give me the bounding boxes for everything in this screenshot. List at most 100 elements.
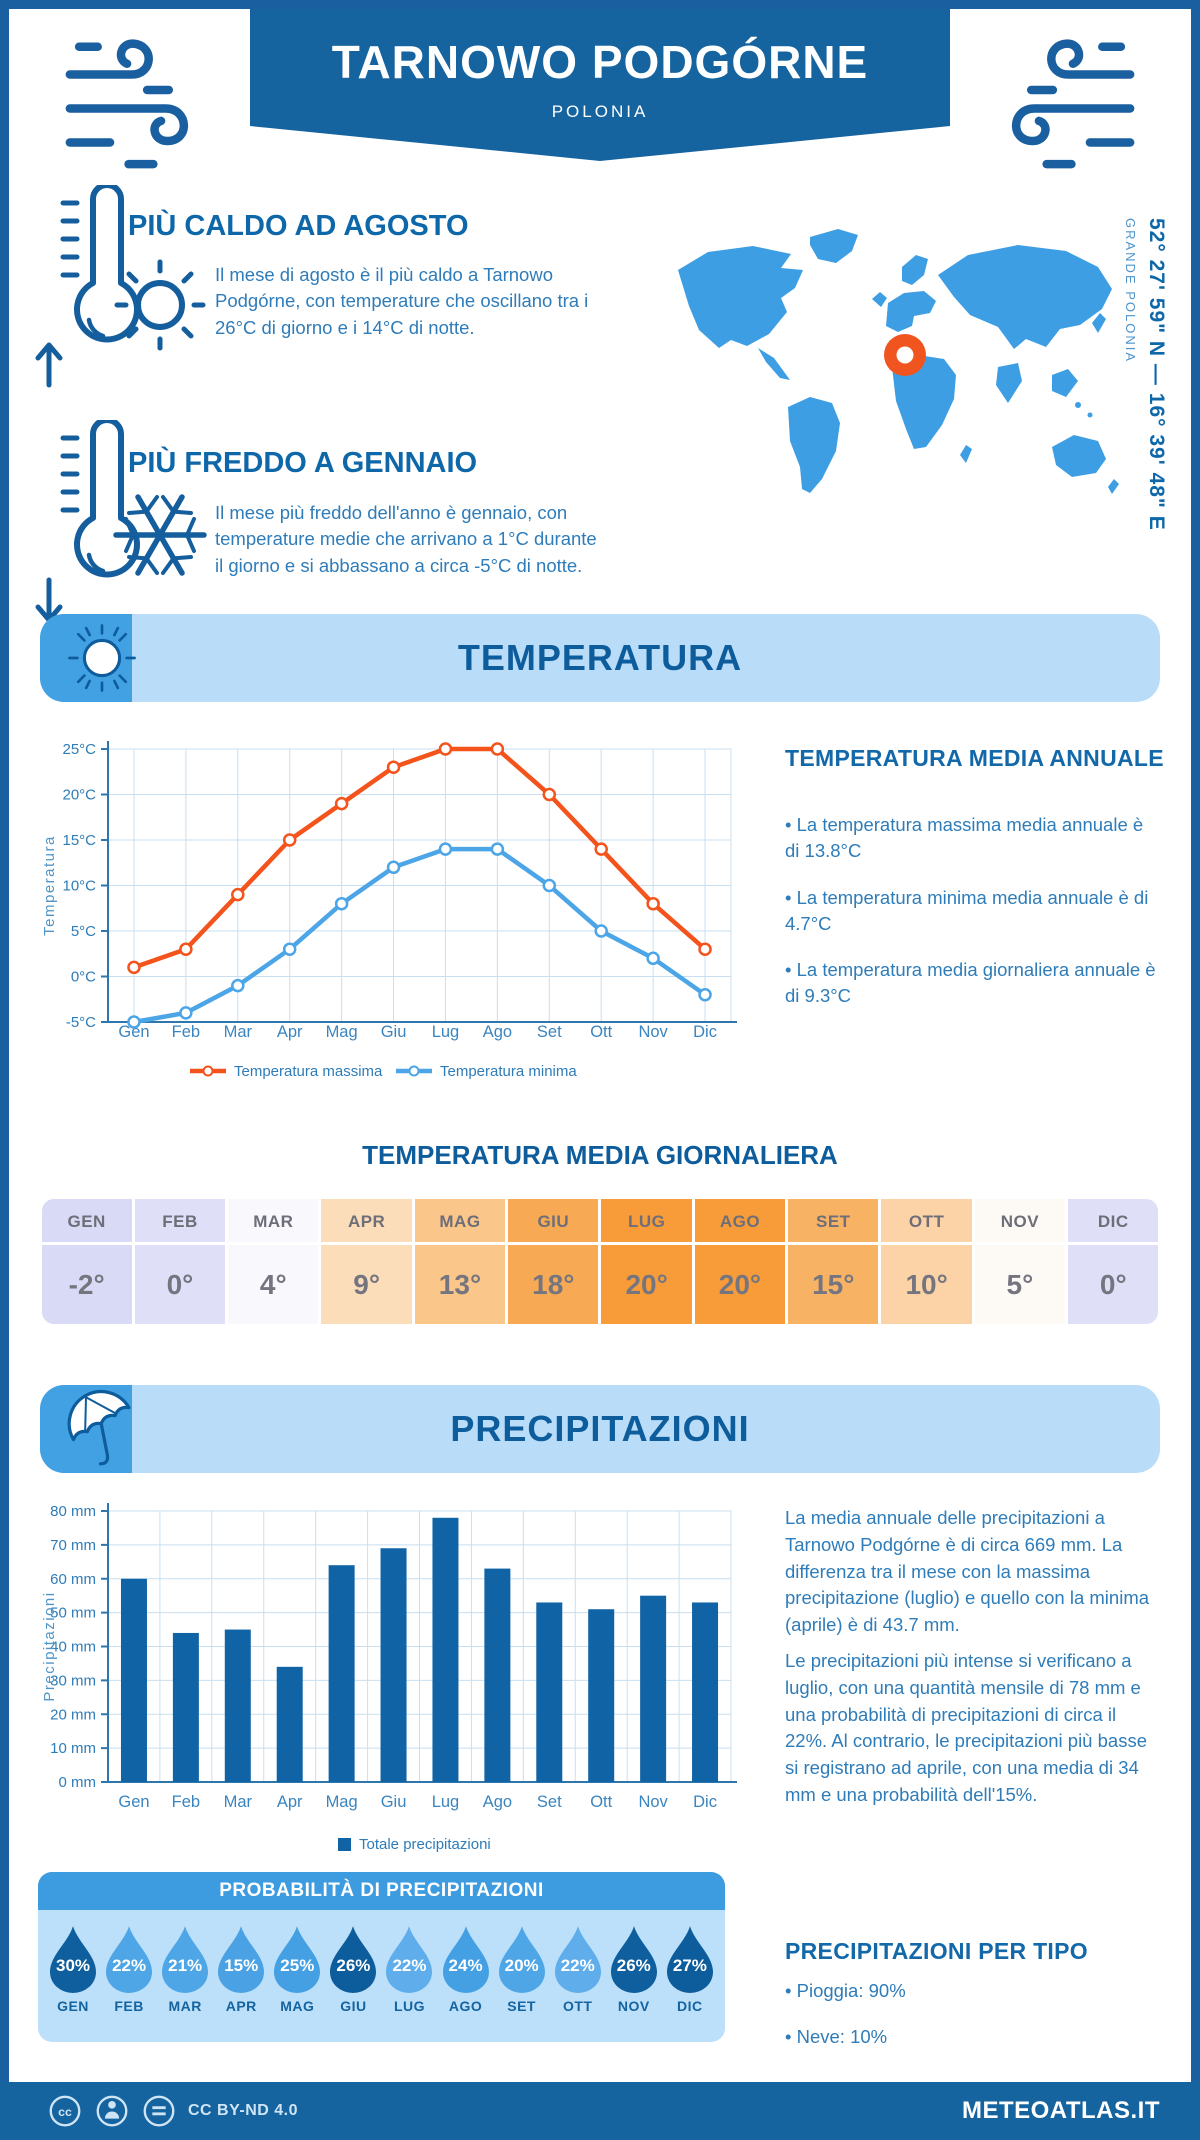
droplet-percent: 22%	[392, 1956, 427, 1975]
svg-text:Feb: Feb	[172, 1793, 200, 1811]
daily-temp-month-label: GEN	[41, 1199, 132, 1245]
svg-text:0°C: 0°C	[71, 969, 96, 986]
daily-temp-value: 13°	[438, 1269, 482, 1300]
coordinates-block: 52° 27' 59" N — 16° 39' 48" E GRANDE POL…	[1123, 218, 1168, 548]
svg-text:Dic: Dic	[693, 1023, 717, 1041]
svg-text:Mag: Mag	[326, 1023, 358, 1041]
daily-temp-column: OTT 10°	[881, 1199, 972, 1324]
droplet-icon	[50, 1926, 96, 1993]
wind-icon	[1012, 39, 1135, 169]
daily-temp-value: 4°	[259, 1269, 287, 1300]
daily-temp-value: 5°	[1006, 1269, 1034, 1300]
daily-temp-column: LUG 20°	[601, 1199, 692, 1324]
daily-temp-month-label: SET	[788, 1199, 879, 1245]
svg-text:Set: Set	[537, 1793, 562, 1811]
svg-text:Ago: Ago	[483, 1023, 512, 1041]
probability-droplet: 25% MAG	[272, 1924, 322, 2014]
svg-text:Ott: Ott	[590, 1793, 612, 1811]
annual-temp-bullets: • La temperatura massima media annuale è…	[785, 812, 1157, 1030]
hottest-month-text: Il mese di agosto è il più caldo a Tarno…	[215, 264, 589, 338]
droplet-percent: 27%	[672, 1956, 707, 1975]
daily-temp-value: -2°	[68, 1269, 105, 1300]
precip-probability-title: PROBABILITÀ DI PRECIPITAZIONI	[38, 1872, 725, 1910]
page-border-left	[0, 0, 9, 2140]
daily-temp-month-label: APR	[321, 1199, 412, 1245]
probability-droplet: 20% SET	[497, 1924, 547, 2014]
daily-temp-value: 0°	[1099, 1269, 1127, 1300]
droplet-icon	[162, 1926, 209, 1993]
precipitation-section-banner: PRECIPITAZIONI	[40, 1385, 1160, 1473]
annual-temp-bullet: • La temperatura massima media annuale è…	[785, 814, 1144, 862]
droplet-month-label: FEB	[114, 1998, 144, 2014]
brand-link[interactable]: METEOATLAS.IT	[961, 2097, 1160, 2124]
probability-droplet: 27% DIC	[665, 1924, 715, 2014]
daily-temp-column: GEN -2°	[41, 1199, 132, 1324]
droplet-month-label: GEN	[57, 1998, 89, 2014]
temperature-section-title: TEMPERATURA	[457, 637, 743, 678]
probability-droplet: 26% NOV	[609, 1924, 659, 2014]
precip-by-type-heading: PRECIPITAZIONI PER TIPO	[785, 1938, 1088, 1964]
svg-text:Nov: Nov	[638, 1793, 668, 1811]
coldest-month-title: PIÙ FREDDO A GENNAIO	[128, 447, 478, 479]
droplet-percent: 21%	[168, 1956, 203, 1975]
droplet-icon	[610, 1926, 657, 1993]
svg-text:Lug: Lug	[432, 1793, 460, 1811]
daily-temp-month-label: GIU	[508, 1199, 599, 1245]
thermometer-hot-sun-icon	[35, 185, 206, 388]
droplet-month-label: OTT	[562, 1998, 593, 2014]
page-border-right	[1191, 0, 1200, 2140]
location-marker	[884, 334, 926, 376]
world-map	[678, 229, 1119, 494]
probability-droplet: 30% GEN	[48, 1924, 98, 2014]
cc-by-person-icon	[96, 2095, 128, 2127]
svg-text:20 mm: 20 mm	[50, 1706, 96, 1723]
coordinates-text: 52° 27' 59" N — 16° 39' 48" E	[1145, 218, 1168, 531]
svg-text:Gen: Gen	[118, 1023, 149, 1041]
svg-text:10 mm: 10 mm	[50, 1740, 96, 1757]
probability-droplet: 24% AGO	[441, 1924, 491, 2014]
droplet-percent: 25%	[280, 1956, 315, 1975]
license-icons: cc	[46, 2092, 178, 2130]
svg-text:Giu: Giu	[381, 1023, 407, 1041]
svg-text:Giu: Giu	[381, 1793, 407, 1811]
svg-text:Mag: Mag	[326, 1793, 358, 1811]
probability-droplet: 22% LUG	[384, 1924, 434, 2014]
svg-text:-5°C: -5°C	[66, 1014, 96, 1031]
svg-text:Precipitazioni: Precipitazioni	[41, 1591, 58, 1701]
daily-temp-month-label: NOV	[974, 1199, 1066, 1245]
precip-paragraph-2: Le precipitazioni più intense si verific…	[785, 1650, 1147, 1806]
droplet-month-label: DIC	[677, 1998, 703, 2014]
droplet-icon	[666, 1926, 713, 1993]
daily-temp-column: DIC 0°	[1068, 1199, 1159, 1324]
svg-text:Nov: Nov	[638, 1023, 668, 1041]
daily-temp-column: AGO 20°	[694, 1199, 786, 1324]
svg-text:Totale precipitazioni: Totale precipitazioni	[359, 1836, 491, 1853]
annual-temp-bullet: • La temperatura media giornaliera annua…	[785, 959, 1156, 1007]
precip-type-bullet: • Pioggia: 90%	[785, 1980, 906, 2001]
droplet-percent: 22%	[112, 1956, 147, 1975]
droplet-icon	[386, 1926, 433, 1993]
svg-text:Feb: Feb	[172, 1023, 200, 1041]
sun-icon	[68, 624, 136, 692]
page-title: TARNOWO PODGÓRNE	[331, 36, 869, 88]
svg-text:80 mm: 80 mm	[50, 1503, 96, 1520]
svg-text:25°C: 25°C	[62, 741, 96, 758]
temperature-section-banner: TEMPERATURA	[40, 614, 1160, 702]
daily-temp-column: FEB 0°	[134, 1199, 226, 1324]
svg-text:Lug: Lug	[432, 1023, 460, 1041]
droplet-month-label: NOV	[617, 1998, 650, 2014]
temperature-line-chart: -5°C 0°C 5°C 10°C 15°C 20°C 25°C Gen Feb Mar Apr Ma…	[40, 730, 760, 1086]
daily-temp-month-label: AGO	[694, 1199, 786, 1245]
svg-text:Temperatura massima: Temperatura massima	[234, 1063, 383, 1080]
droplet-percent: 22%	[560, 1956, 595, 1975]
daily-temp-value: 9°	[353, 1269, 381, 1300]
svg-text:Mar: Mar	[224, 1023, 253, 1041]
header-banner: TARNOWO PODGÓRNE POLONIA	[250, 9, 950, 161]
svg-text:70 mm: 70 mm	[50, 1537, 96, 1554]
svg-text:50 mm: 50 mm	[50, 1605, 96, 1622]
daily-temp-month-label: OTT	[881, 1199, 972, 1245]
svg-text:0 mm: 0 mm	[59, 1774, 97, 1791]
droplet-icon	[554, 1926, 601, 1993]
daily-temp-column: MAR 4°	[228, 1199, 319, 1324]
